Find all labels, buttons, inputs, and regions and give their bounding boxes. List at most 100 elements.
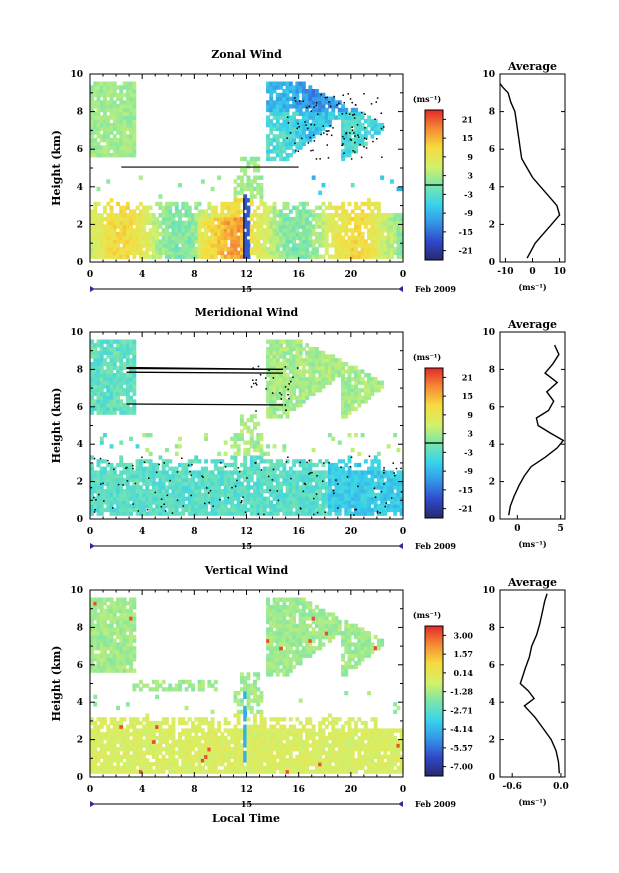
y-tick-label: 10 bbox=[70, 586, 83, 596]
y-tick-label: 2 bbox=[77, 220, 83, 230]
y-tick-label: 6 bbox=[77, 661, 83, 671]
x-tick-label: 12 bbox=[240, 527, 253, 537]
colorbar-tick-label: -5.57 bbox=[450, 743, 473, 753]
y-tick-label: 0 bbox=[77, 258, 83, 268]
x-tick-label: 20 bbox=[345, 527, 358, 537]
colorbar-tick-label: -15 bbox=[459, 227, 473, 237]
average-y-tick-label: 10 bbox=[482, 328, 495, 338]
average-x-tick-label: 0 bbox=[514, 524, 520, 534]
vertical-title: Vertical Wind bbox=[204, 564, 289, 577]
average-xlabel: (ms⁻¹) bbox=[518, 797, 546, 807]
colorbar-tick-label: -2.71 bbox=[450, 705, 473, 715]
average-y-tick-label: 2 bbox=[489, 736, 495, 746]
day-bar-end-marker bbox=[398, 543, 403, 549]
average-y-tick-label: 0 bbox=[489, 515, 495, 525]
meridional-ylabel: Height (km) bbox=[50, 388, 63, 464]
y-tick-label: 10 bbox=[70, 70, 83, 80]
y-tick-label: 0 bbox=[77, 773, 83, 783]
vertical-average-profile: Average 0 2 4 6 8 10 -0.6 0.0 (ms⁻¹) bbox=[482, 576, 568, 807]
average-title: Average bbox=[507, 60, 557, 73]
average-x-tick-label: 5 bbox=[558, 524, 564, 534]
x-tick-label: 12 bbox=[240, 785, 253, 795]
x-tick-label: 0 bbox=[400, 785, 406, 795]
average-profile-line bbox=[519, 593, 560, 774]
y-tick-label: 4 bbox=[77, 698, 83, 708]
x-tick-label: 8 bbox=[191, 527, 197, 537]
average-x-tick-label: -10 bbox=[497, 267, 513, 277]
vertical-colorbar bbox=[424, 625, 444, 777]
average-y-tick-label: 6 bbox=[489, 661, 495, 671]
y-tick-label: 0 bbox=[77, 515, 83, 525]
colorbar-unit: (ms⁻¹) bbox=[413, 352, 441, 362]
y-tick-label: 4 bbox=[77, 440, 83, 450]
average-title: Average bbox=[507, 576, 557, 589]
y-tick-label: 8 bbox=[77, 623, 83, 633]
x-axis-label: Local Time bbox=[212, 812, 280, 825]
average-frame bbox=[499, 73, 566, 263]
y-tick-label: 8 bbox=[77, 108, 83, 118]
x-tick-label: 4 bbox=[139, 527, 145, 537]
colorbar-tick-label: -1.28 bbox=[450, 687, 473, 697]
y-tick-label: 6 bbox=[77, 145, 83, 155]
zonal-heatmap-cells bbox=[90, 81, 404, 259]
average-y-tick-label: 8 bbox=[489, 623, 495, 633]
day-bar-end-marker bbox=[398, 286, 403, 292]
x-tick-label: 8 bbox=[191, 785, 197, 795]
colorbar-tick-label: -3 bbox=[464, 447, 473, 457]
average-frame bbox=[499, 331, 566, 520]
average-y-tick-label: 0 bbox=[489, 258, 495, 268]
day-bar-start-marker bbox=[90, 543, 95, 549]
average-profile-line bbox=[508, 344, 565, 516]
x-tick-label: 16 bbox=[292, 785, 305, 795]
colorbar-tick-label: -9 bbox=[464, 466, 473, 476]
x-tick-label: 8 bbox=[191, 270, 197, 280]
average-y-tick-label: 10 bbox=[482, 70, 495, 80]
vertical-heatmap-cells bbox=[90, 597, 404, 774]
day-label: 15 bbox=[241, 541, 252, 551]
x-tick-label: 0 bbox=[87, 785, 93, 795]
average-x-tick-label: 0.0 bbox=[553, 782, 569, 792]
meridional-contour-line bbox=[126, 403, 284, 406]
colorbar-tick-label: 0.14 bbox=[454, 668, 474, 678]
day-bar-start-marker bbox=[90, 286, 95, 292]
colorbar-tick-label: 21 bbox=[462, 372, 473, 382]
average-y-tick-label: 2 bbox=[489, 220, 495, 230]
average-y-tick-label: 4 bbox=[489, 440, 495, 450]
colorbar-tick-label: -15 bbox=[459, 485, 473, 495]
date-label: Feb 2009 bbox=[415, 541, 456, 551]
average-y-tick-label: 6 bbox=[489, 145, 495, 155]
colorbar-tick-label: 9 bbox=[467, 152, 473, 162]
y-tick-label: 10 bbox=[70, 328, 83, 338]
average-y-tick-label: 10 bbox=[482, 586, 495, 596]
y-tick-label: 4 bbox=[77, 183, 83, 193]
date-label: Feb 2009 bbox=[415, 799, 456, 809]
meridional-contour-line bbox=[126, 366, 284, 371]
x-tick-label: 0 bbox=[400, 270, 406, 280]
colorbar-tick-label: -3 bbox=[464, 189, 473, 199]
x-tick-label: 0 bbox=[87, 270, 93, 280]
average-y-tick-label: 4 bbox=[489, 698, 495, 708]
average-x-tick-label: 0 bbox=[529, 267, 535, 277]
average-y-tick-label: 6 bbox=[489, 403, 495, 413]
average-frame bbox=[499, 589, 566, 778]
meridional-wind-panel: Meridional Wind 0 2 4 6 8 10 Height (km) 0 4 8 12 16… bbox=[50, 306, 566, 551]
colorbar-unit: (ms⁻¹) bbox=[413, 610, 441, 620]
colorbar-tick-label: 21 bbox=[462, 114, 473, 124]
y-tick-label: 6 bbox=[77, 403, 83, 413]
y-tick-label: 8 bbox=[77, 365, 83, 375]
colorbar-unit: (ms⁻¹) bbox=[413, 94, 441, 104]
date-label: Feb 2009 bbox=[415, 284, 456, 294]
colorbar-tick-label: -7.00 bbox=[450, 762, 473, 772]
average-xlabel: (ms⁻¹) bbox=[518, 282, 546, 292]
x-tick-label: 4 bbox=[139, 785, 145, 795]
colorbar-tick-label: 15 bbox=[462, 133, 473, 143]
vertical-ylabel: Height (km) bbox=[50, 646, 63, 722]
day-label: 15 bbox=[241, 284, 252, 294]
colorbar-tick-label: 3.00 bbox=[454, 630, 474, 640]
meridional-contour-line bbox=[126, 371, 284, 374]
meridional-contour-dots bbox=[90, 365, 403, 516]
